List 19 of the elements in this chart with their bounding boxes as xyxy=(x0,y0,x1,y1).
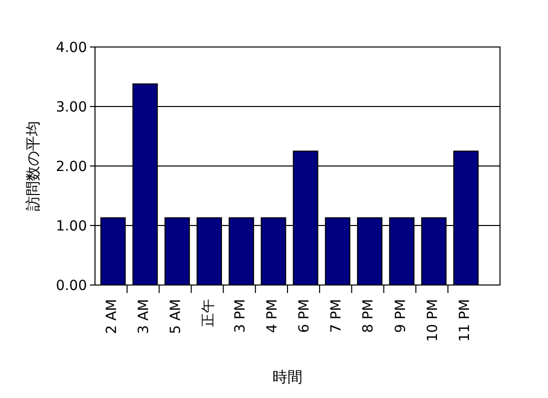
x-tick-label: 11 PM xyxy=(456,299,473,342)
x-tick-label: 2 AM xyxy=(104,299,120,334)
y-tick-label: 0.00 xyxy=(56,278,87,294)
y-tick-label: 4.00 xyxy=(56,40,87,56)
x-tick-label: 7 PM xyxy=(328,299,345,333)
x-tick-label: 3 PM xyxy=(232,299,248,333)
x-tick-label: 4 PM xyxy=(264,299,280,333)
x-tick-label: 3 AM xyxy=(136,299,152,334)
y-tick-label: 1.00 xyxy=(56,218,87,234)
x-tick-label: 5 AM xyxy=(168,299,184,334)
x-tick-label: 8 PM xyxy=(360,299,377,333)
x-tick-label: 9 PM xyxy=(392,299,409,333)
x-tick-label: 10 PM xyxy=(424,299,441,342)
y-axis-title: 訪問数の平均 xyxy=(24,121,42,211)
x-tick-label: 正午 xyxy=(200,299,216,327)
y-tick-label: 2.00 xyxy=(56,159,87,175)
x-tick-label: 6 PM xyxy=(296,299,313,333)
x-axis-title: 時間 xyxy=(272,368,302,386)
y-tick-label: 3.00 xyxy=(56,100,87,116)
